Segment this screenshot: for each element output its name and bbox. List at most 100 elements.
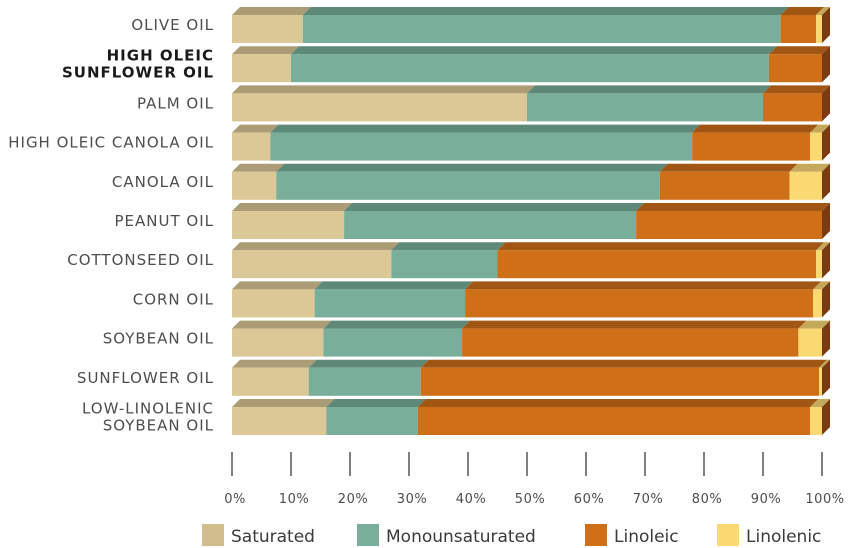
bar-segment-linoleic (465, 289, 814, 318)
bar-top-face (232, 242, 400, 251)
bar-segment-linolenic (813, 289, 822, 318)
bar-segment-linolenic (816, 15, 822, 43)
legend-label: Linolenic (746, 527, 821, 547)
bar-top-face (232, 359, 317, 368)
bar-row: COTTONSEED OIL (67, 242, 830, 279)
bar-top-face (462, 320, 807, 329)
bar-top-face (816, 242, 830, 251)
bar-top-face (232, 46, 299, 55)
x-tick-label: 40% (456, 492, 486, 507)
bar-top-face (323, 320, 471, 329)
bar-row: CORN OIL (133, 281, 830, 318)
bar-top-face (497, 242, 825, 251)
bar-side-face (822, 320, 830, 357)
bar-top-face (465, 281, 822, 290)
x-tick-label: 50% (515, 492, 545, 507)
bar-top-face (232, 124, 279, 133)
bar-row: HIGH OLEIC CANOLA OIL (8, 124, 830, 161)
bar-segment-linoleic (768, 54, 822, 83)
category-label: LOW-LINOLENIC (82, 400, 214, 418)
bar-segment-linolenic (819, 367, 822, 396)
bar-top-face (232, 203, 353, 211)
bar-top-face (232, 7, 311, 15)
bar-segment-saturated (232, 171, 277, 200)
bar-segment-saturated (232, 250, 392, 279)
category-label: SOYBEAN OIL (103, 417, 214, 435)
bar-side-face (822, 7, 830, 43)
bar-segment-linoleic (692, 132, 811, 161)
bar-segment-saturated (232, 407, 327, 435)
bar-top-face (810, 399, 830, 407)
bar-segment-linoleic (780, 15, 817, 43)
bar-top-face (276, 163, 668, 172)
bar-row: PEANUT OIL (114, 203, 830, 239)
bar-top-face (344, 203, 645, 211)
bar-segment-linolenic (816, 250, 822, 279)
bar-segment-saturated (232, 211, 345, 239)
bar-segment-linoleic (417, 407, 811, 435)
category-label: OLIVE OIL (131, 16, 214, 34)
bar-top-face (819, 359, 830, 368)
bar-top-face (789, 163, 830, 172)
bar-top-face (232, 85, 535, 94)
bar-segment-monounsaturated (391, 250, 498, 279)
bar-top-face (232, 163, 285, 172)
legend-label: Linoleic (614, 527, 679, 547)
legend-swatch (202, 524, 224, 546)
bar-top-face (302, 7, 789, 15)
x-tick-label: 20% (338, 492, 368, 507)
bar-top-face (420, 359, 828, 368)
bar-segment-saturated (232, 132, 271, 161)
bar-segment-linoleic (462, 328, 799, 357)
x-tick-label: 90% (751, 492, 781, 507)
x-tick-label: 80% (692, 492, 722, 507)
bar-top-face (308, 359, 429, 368)
bar-top-face (768, 46, 830, 55)
bar-segment-linoleic (420, 367, 820, 396)
bar-segment-linoleic (659, 171, 790, 200)
category-label: SUNFLOWER OIL (77, 369, 214, 387)
x-tick-label: 10% (279, 492, 309, 507)
bar-segment-linoleic (636, 211, 822, 239)
bar-top-face (232, 399, 335, 407)
bar-top-face (798, 320, 830, 329)
legend-swatch (717, 524, 739, 546)
bar-side-face (822, 242, 830, 279)
bar-row: PALM OIL (137, 85, 830, 122)
bar-top-face (659, 163, 798, 172)
legend-swatch (585, 524, 607, 546)
bar-row: SUNFLOWER OIL (77, 359, 830, 396)
bar-top-face (232, 320, 332, 329)
legend-label: Monounsaturated (386, 527, 536, 547)
bar-segment-linolenic (810, 132, 822, 161)
bar-side-face (822, 399, 830, 435)
bar-top-face (780, 7, 825, 15)
bar-row: SOYBEAN OIL (103, 320, 830, 357)
bar-top-face (692, 124, 819, 133)
category-label: SUNFLOWER OIL (62, 64, 214, 82)
bar-top-face (326, 399, 426, 407)
bar-segment-monounsaturated (291, 54, 769, 83)
bar-top-face (291, 46, 777, 55)
category-label: CANOLA OIL (112, 173, 214, 191)
bar-segment-saturated (232, 289, 315, 318)
bar-segment-linolenic (810, 407, 822, 435)
bar-top-face (417, 399, 819, 407)
bar-segment-saturated (232, 54, 291, 83)
category-label: SOYBEAN OIL (103, 330, 214, 348)
bar-segment-linoleic (763, 93, 822, 122)
legend-swatch (357, 524, 379, 546)
legend-label: Saturated (231, 527, 315, 547)
x-tick-label: 60% (574, 492, 604, 507)
x-tick-label: 70% (633, 492, 663, 507)
bar-row: CANOLA OIL (112, 163, 830, 200)
category-label: PALM OIL (137, 94, 214, 112)
bar-segment-saturated (232, 15, 303, 43)
category-label: COTTONSEED OIL (67, 251, 214, 269)
bar-top-face (232, 281, 323, 290)
category-label: HIGH OLEIC (107, 47, 214, 65)
bar-segment-monounsaturated (276, 171, 660, 200)
